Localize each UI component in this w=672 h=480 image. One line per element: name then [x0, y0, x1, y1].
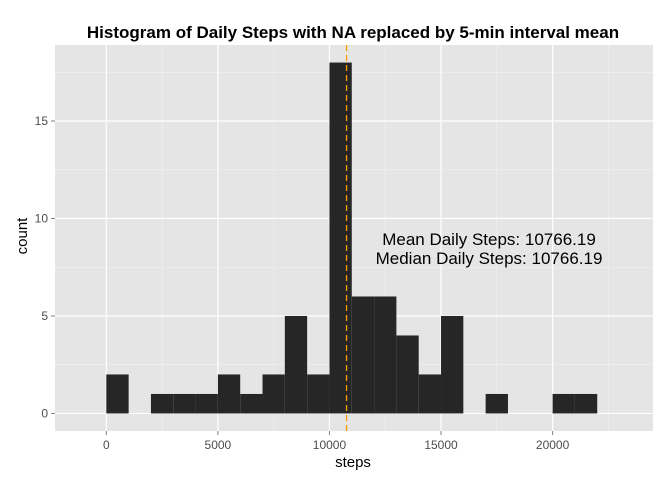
histogram-bar	[441, 315, 464, 414]
histogram-bar	[574, 393, 598, 414]
y-tick-label: 0	[41, 406, 48, 420]
histogram-bar	[106, 374, 129, 414]
x-tick-label: 10000	[313, 438, 347, 452]
histogram-bar	[396, 335, 419, 414]
histogram-bar	[374, 296, 397, 414]
y-tick-label: 5	[41, 309, 48, 323]
x-tick-label: 0	[103, 438, 110, 452]
histogram-bar	[329, 62, 352, 414]
x-tick-label: 20000	[536, 438, 570, 452]
x-tick-label: 5000	[205, 438, 232, 452]
histogram-bar	[307, 374, 330, 414]
x-tick-label: 15000	[424, 438, 458, 452]
histogram-bar	[217, 374, 241, 414]
histogram-bar	[195, 393, 218, 414]
mean-annotation: Mean Daily Steps: 10766.19	[382, 230, 596, 249]
histogram-bar	[262, 374, 285, 414]
median-annotation: Median Daily Steps: 10766.19	[376, 249, 603, 268]
histogram-bar	[552, 393, 575, 414]
histogram-bar	[240, 393, 263, 414]
y-tick-label: 10	[35, 212, 49, 226]
histogram-bar	[284, 315, 308, 414]
histogram-bar	[150, 393, 174, 414]
histogram-bar	[418, 374, 442, 414]
x-axis-title: steps	[335, 454, 371, 471]
x-axis-ticks: 0 5000 10000 15000 20000	[103, 431, 570, 452]
y-tick-label: 15	[35, 114, 49, 128]
y-axis-ticks: 0 5 10 15	[35, 114, 55, 420]
chart-title: Histogram of Daily Steps with NA replace…	[87, 23, 619, 42]
histogram-bar	[485, 393, 508, 414]
y-axis-title: count	[14, 217, 31, 255]
histogram-bar	[351, 296, 375, 414]
histogram-bar	[173, 393, 196, 414]
